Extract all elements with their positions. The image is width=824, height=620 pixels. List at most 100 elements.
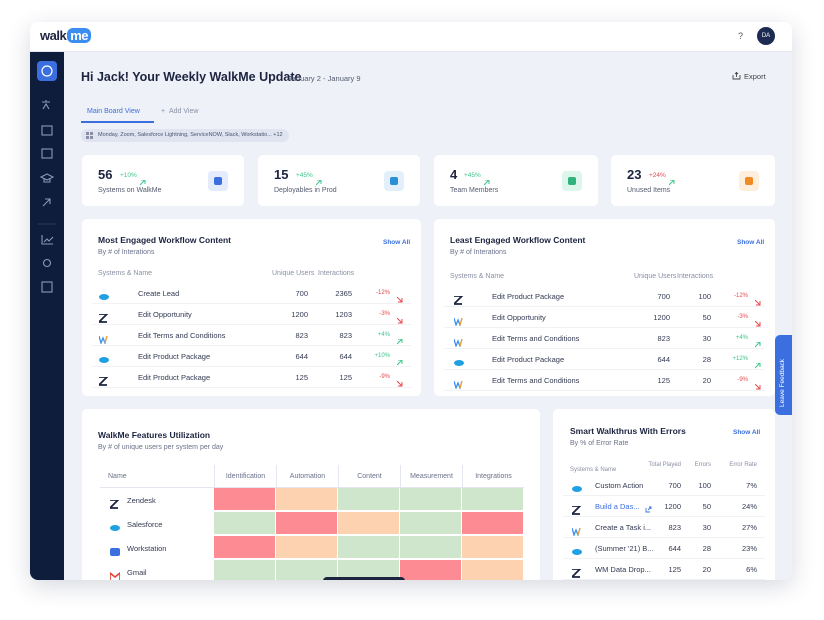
heat-cell	[462, 488, 524, 511]
total-played: 644	[668, 544, 681, 553]
interactions: 50	[702, 313, 711, 322]
errors-card: Smart Walkthrus With Errors By % of Error…	[553, 409, 775, 580]
table-row[interactable]	[92, 347, 411, 367]
nav-learn[interactable]	[39, 173, 55, 183]
row-name: Edit Product Package	[492, 355, 565, 364]
card-title: WalkMe Features Utilization	[98, 430, 211, 440]
tab-add-label: Add View	[168, 108, 199, 115]
trend-arrow	[483, 173, 490, 191]
unique-users: 823	[657, 334, 670, 343]
export-button[interactable]: Export	[732, 71, 766, 81]
table-row[interactable]	[563, 560, 765, 580]
system-icon	[453, 313, 464, 331]
show-all[interactable]: Show All	[383, 239, 411, 246]
sidebar	[30, 52, 64, 580]
show-all[interactable]: Show All	[733, 429, 761, 436]
stat-card[interactable]: 15 +45% Deployables in Prod	[258, 155, 420, 206]
stat-value: 15	[274, 167, 289, 182]
table-row[interactable]	[444, 371, 765, 391]
unique-users: 823	[295, 331, 308, 340]
stat-card[interactable]: 4 +45% Team Members	[434, 155, 598, 206]
stat-label: Team Members	[450, 187, 499, 194]
stat-card[interactable]: 56 +10% Systems on WalkMe	[82, 155, 244, 206]
row-name: Edit Opportunity	[492, 313, 546, 322]
system-icon	[454, 355, 464, 373]
stat-change: +45%	[296, 172, 313, 179]
unique-users: 644	[657, 355, 670, 364]
system-icon	[110, 544, 120, 562]
col-header: Identification	[214, 465, 276, 488]
filter-chip[interactable]: Monday, Zoom, Salesforce Lightning, Serv…	[81, 129, 289, 142]
features-card: WalkMe Features Utilization By # of uniqu…	[82, 409, 540, 580]
trend-arrow	[396, 290, 403, 308]
stat-value: 23	[627, 167, 642, 182]
interactions: 823	[339, 331, 352, 340]
logo[interactable]: walk me	[40, 28, 91, 43]
col-header: Automation	[276, 465, 338, 488]
table-row[interactable]	[92, 284, 411, 304]
most-engaged-card: Most Engaged Workflow Content By # of Int…	[82, 219, 421, 396]
nav-reports[interactable]	[41, 281, 53, 293]
table-row[interactable]	[444, 308, 765, 328]
col-header: Systems & Name	[450, 273, 505, 280]
row-name: Edit Terms and Conditions	[492, 334, 580, 343]
date-range[interactable]: January 2 - January 9	[288, 74, 361, 83]
table-row[interactable]	[563, 476, 765, 496]
walkthru-name[interactable]: Build a Das...	[595, 502, 640, 511]
stat-change: +24%	[649, 172, 666, 179]
heat-cell	[400, 512, 462, 535]
table-row[interactable]	[444, 287, 765, 307]
interactions: 1203	[335, 310, 352, 319]
external-link-icon[interactable]	[645, 500, 652, 518]
nav-home[interactable]	[37, 61, 57, 81]
row-name: Edit Terms and Conditions	[138, 331, 226, 340]
table-row[interactable]	[92, 326, 411, 346]
stat-label: Unused Items	[627, 187, 671, 194]
table-row[interactable]	[92, 305, 411, 325]
error-rate: 23%	[741, 544, 757, 553]
unique-users: 125	[295, 373, 308, 382]
avatar[interactable]: DA	[757, 27, 775, 45]
table-row[interactable]	[444, 350, 765, 370]
unique-users: 125	[657, 376, 670, 385]
nav-ideas[interactable]	[42, 258, 52, 268]
stat-card[interactable]: 23 +24% Unused Items	[611, 155, 775, 206]
trend-arrow	[396, 311, 403, 329]
change: +4%	[735, 335, 748, 341]
heat-cell	[276, 488, 338, 511]
row-name: Create Lead	[138, 289, 180, 298]
row-name: Edit Opportunity	[138, 310, 192, 319]
nav-launch[interactable]	[42, 198, 51, 207]
tab-add[interactable]: + Add View	[161, 108, 199, 115]
help-button[interactable]: ?	[738, 31, 744, 41]
col-header: Systems & Name	[570, 467, 617, 473]
card-title: Smart Walkthrus With Errors	[570, 426, 686, 436]
nav-translate[interactable]	[42, 100, 50, 110]
nav-insights[interactable]	[41, 235, 54, 245]
page-title: Hi Jack! Your Weekly WalkMe Update	[81, 70, 302, 84]
change: -12%	[733, 293, 748, 299]
total-played: 700	[668, 481, 681, 490]
tab-main[interactable]: Main Board View	[87, 108, 140, 115]
col-header: Systems & Name	[98, 270, 153, 277]
table-row[interactable]	[563, 539, 765, 559]
app-window: walk me ? DA Hi Jack! Your Weekly WalkMe …	[30, 22, 792, 580]
feedback-label: Leave Feedback	[779, 358, 786, 407]
total-played: 823	[668, 523, 681, 532]
card-subtitle: By % of Error Rate	[570, 440, 629, 447]
col-header: Measurement	[400, 465, 462, 488]
show-all[interactable]: Show All	[737, 239, 765, 246]
change: -9%	[379, 374, 390, 380]
table-row[interactable]	[444, 329, 765, 349]
table-row[interactable]	[92, 368, 411, 388]
system-icon	[451, 292, 465, 310]
stat-icon	[739, 171, 759, 191]
heat-cell	[400, 536, 462, 559]
trend-arrow	[754, 335, 761, 353]
feedback-tab[interactable]: Leave Feedback	[775, 335, 792, 415]
table-row[interactable]	[563, 497, 765, 517]
nav-editor[interactable]	[41, 148, 53, 159]
nav-content[interactable]	[41, 125, 53, 136]
table-row[interactable]	[563, 518, 765, 538]
